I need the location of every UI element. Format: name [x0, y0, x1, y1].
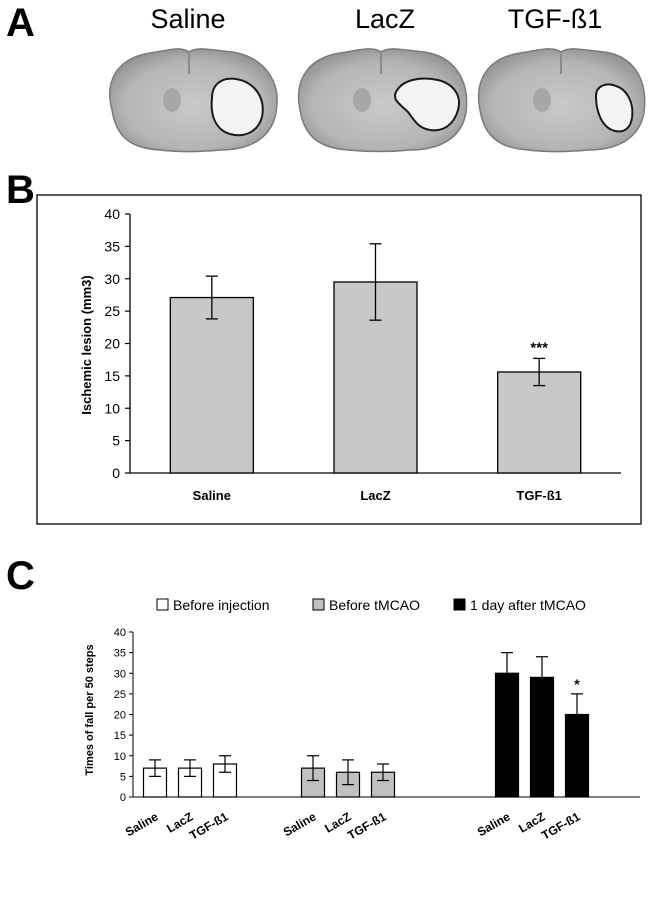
chart-b-y-tick-label: 40: [104, 206, 120, 222]
brain-section-tgf: [478, 48, 646, 153]
chart-c-y-tick-label: 10: [114, 751, 126, 763]
chart-c-y-tick-label: 5: [120, 771, 126, 783]
chart-b-y-tick-label: 20: [104, 336, 120, 352]
chart-b-y-axis-label: Ischemic lesion (mm3): [79, 275, 94, 414]
chart-c-category-label: TGF-ß1: [539, 809, 583, 842]
chart-c-y-tick-label: 40: [114, 627, 126, 639]
panel-b-letter: B: [6, 168, 35, 212]
chart-b-category-label: TGF-ß1: [516, 488, 562, 503]
chart-c-legend-swatch: [453, 598, 466, 611]
brain-section-lacz: [298, 48, 468, 153]
chart-b-y-tick-label: 0: [112, 465, 120, 481]
chart-c-y-tick-label: 15: [114, 730, 126, 742]
chart-c-y-tick-label: 30: [114, 668, 126, 680]
chart-b-y-tick-label: 35: [104, 238, 120, 254]
chart-c-y-axis-label: Times of fall per 50 steps: [84, 644, 96, 775]
chart-b-y-tick-label: 15: [104, 368, 120, 384]
chart-c-bar: [494, 672, 520, 798]
chart-c-bar: [335, 771, 361, 798]
chart-c-legend-swatch: [312, 598, 325, 611]
chart-b-y-tick-label: 10: [104, 400, 120, 416]
chart-b-bar: [497, 371, 582, 474]
chart-b-y-tick-label: 30: [104, 271, 120, 287]
chart-c-bar: [529, 676, 555, 798]
chart-c-y-tick-label: 25: [114, 689, 126, 701]
chart-c-category-label: LacZ: [322, 809, 353, 835]
chart-b-y-tick-label: 25: [104, 303, 120, 319]
chart-b-category-label: LacZ: [360, 488, 390, 503]
chart-c-bar: [370, 771, 396, 798]
chart-b-bar: [333, 281, 418, 474]
chart-c-bar: [177, 767, 203, 798]
chart-c-y-tick-label: 20: [114, 710, 126, 722]
chart-c-category-label: TGF-ß1: [187, 809, 231, 842]
chart-b-y-tick-label: 5: [112, 433, 120, 449]
panel-a-title-tgf: TGF-ß1: [507, 4, 603, 34]
chart-b-significance-label: ***: [530, 339, 548, 356]
panel-a-letter: A: [6, 1, 35, 45]
chart-c-y-tick-label: 35: [114, 648, 126, 660]
chart-c-category-label: Saline: [123, 809, 161, 839]
chart-b-category-label: Saline: [193, 488, 231, 503]
chart-c-significance-label: *: [574, 676, 580, 692]
chart-c-category-label: TGF-ß1: [345, 809, 389, 842]
chart-c-legend-label: 1 day after tMCAO: [470, 597, 586, 613]
panel-a-title-lacz: LacZ: [354, 4, 416, 34]
chart-c-category-label: Saline: [475, 809, 513, 839]
chart-c-legend-label: Before tMCAO: [329, 597, 420, 613]
chart-c-y-tick-label: 0: [120, 792, 126, 804]
chart-c-bar: [212, 763, 238, 798]
chart-c-legend-swatch: [156, 598, 169, 611]
panel-c-letter: C: [6, 554, 35, 598]
chart-c-legend-label: Before injection: [173, 597, 270, 613]
chart-c-bar: [142, 767, 168, 798]
chart-b-bar: [169, 296, 254, 474]
chart-c-category-label: Saline: [281, 809, 319, 839]
panel-a-title-saline: Saline: [150, 4, 226, 34]
chart-c-category-label: LacZ: [516, 809, 547, 835]
chart-c-category-label: LacZ: [164, 809, 195, 835]
brain-section-saline: [109, 48, 278, 153]
chart-c-bar: [564, 713, 590, 798]
brain-sections-figure: [109, 48, 646, 153]
chart-c-bar: [300, 767, 326, 798]
chart-b-frame: [36, 194, 642, 525]
